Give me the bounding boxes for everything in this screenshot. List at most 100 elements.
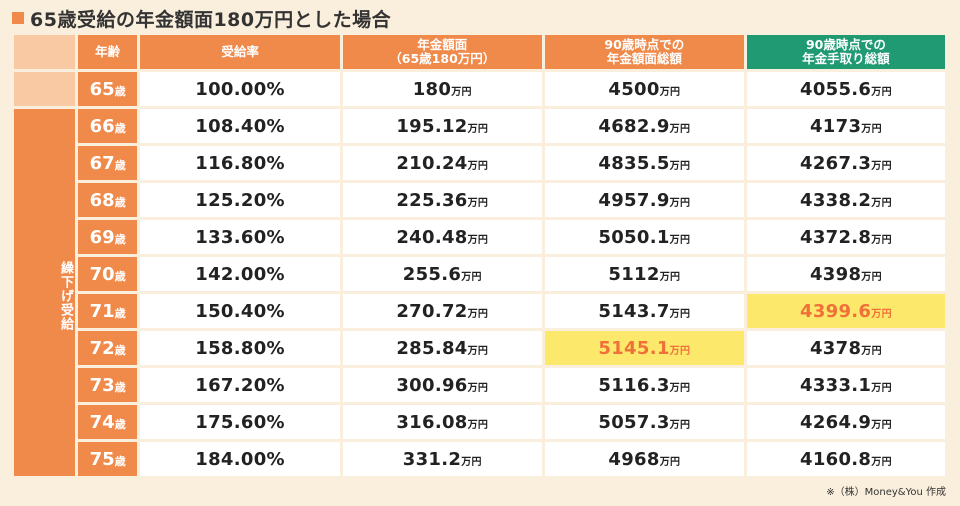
rate-cell: 142.00%: [140, 257, 340, 291]
money-unit: 万円: [669, 308, 691, 320]
table-row: 75歳 184.00% 331.2万円 4968万円 4160.8万円: [14, 442, 945, 476]
amount-cell: 225.36万円: [342, 183, 542, 217]
money-unit: 万円: [669, 160, 691, 172]
age-unit: 歳: [114, 121, 126, 135]
age-cell: 66歳: [77, 109, 138, 143]
money-unit: 万円: [669, 419, 691, 431]
total-face-cell: 4968万円: [544, 442, 744, 476]
header-amount-line1: 年金額面: [417, 36, 468, 52]
money-unit: 万円: [461, 456, 482, 468]
money-value: 4264.9: [800, 411, 872, 433]
header-total-net: 90歳時点での 年金手取り総額: [746, 35, 945, 69]
table-row: 72歳 158.80% 285.84万円 5145.1万円 4378万円: [14, 331, 945, 365]
money-value: 4173: [809, 115, 862, 137]
amount-cell: 255.6万円: [342, 257, 542, 291]
amount-cell: 331.2万円: [342, 442, 542, 476]
total-net-cell-highlight: 4399.6万円: [746, 294, 945, 328]
age-value: 75: [89, 448, 115, 470]
money-value: 5143.7: [598, 300, 670, 322]
money-unit: 万円: [467, 382, 489, 394]
age-cell: 70歳: [77, 257, 138, 291]
total-net-cell: 4338.2万円: [746, 183, 945, 217]
money-value: 4398: [809, 263, 862, 285]
rate-cell: 167.20%: [140, 368, 340, 402]
age-cell: 67歳: [77, 146, 138, 180]
money-value: 240.48: [396, 226, 468, 248]
money-value: 5116.3: [598, 374, 670, 396]
header-total-net-line1: 90歳時点での: [805, 36, 886, 52]
total-face-cell: 5143.7万円: [544, 294, 744, 328]
money-value: 4957.9: [598, 189, 670, 211]
age-unit: 歳: [114, 306, 126, 320]
money-value: 5112: [608, 263, 660, 285]
money-value: 5057.3: [598, 411, 670, 433]
total-face-cell: 5057.3万円: [544, 405, 744, 439]
rate-cell: 158.80%: [140, 331, 340, 365]
age-unit: 歳: [114, 380, 126, 394]
money-unit: 万円: [871, 86, 892, 98]
money-unit: 万円: [669, 234, 691, 246]
money-value: 4267.3: [800, 152, 872, 174]
source-note: ※（株）Money&You 作成: [826, 487, 946, 498]
money-unit: 万円: [669, 197, 691, 209]
table-body: 65歳 100.00% 180万円 4500万円 4055.6万円 繰下げ受給 66歳 108…: [14, 72, 945, 476]
rate-cell: 108.40%: [140, 109, 340, 143]
money-value: 4968: [608, 448, 660, 470]
table-row: 73歳 167.20% 300.96万円 5116.3万円 4333.1万円: [14, 368, 945, 402]
header-amount: 年金額面 （65歳180万円）: [342, 35, 542, 69]
rate-cell: 116.80%: [140, 146, 340, 180]
money-unit: 万円: [467, 123, 489, 135]
total-net-cell: 4173万円: [746, 109, 945, 143]
money-unit: 万円: [467, 234, 489, 246]
money-unit: 万円: [669, 123, 691, 135]
money-unit: 万円: [461, 271, 482, 283]
deferred-group-label: 繰下げ受給: [14, 109, 75, 476]
table-header-row: 年齢 受給率 年金額面 （65歳180万円） 90歳時点での 年金額面総額 90…: [14, 35, 945, 69]
money-unit: 万円: [659, 86, 681, 98]
money-value: 4500: [608, 78, 660, 100]
money-unit: 万円: [871, 382, 892, 394]
money-unit: 万円: [871, 234, 892, 246]
money-unit: 万円: [861, 123, 882, 135]
age-cell: 65歳: [77, 72, 138, 106]
total-face-cell: 4500万円: [544, 72, 744, 106]
age-unit: 歳: [114, 454, 126, 468]
money-value: 4378: [809, 337, 862, 359]
money-unit: 万円: [871, 419, 892, 431]
header-rate: 受給率: [140, 35, 340, 69]
money-value: 316.08: [396, 411, 468, 433]
rate-cell: 100.00%: [140, 72, 340, 106]
age-cell: 72歳: [77, 331, 138, 365]
age-unit: 歳: [114, 343, 126, 357]
header-total-face: 90歳時点での 年金額面総額: [544, 35, 744, 69]
header-corner: [14, 35, 75, 69]
money-unit: 万円: [467, 160, 489, 172]
money-unit: 万円: [669, 345, 691, 357]
age-cell: 69歳: [77, 220, 138, 254]
money-unit: 万円: [467, 345, 489, 357]
money-unit: 万円: [871, 160, 892, 172]
money-unit: 万円: [467, 308, 489, 320]
rate-cell: 133.60%: [140, 220, 340, 254]
money-value: 5145.1: [598, 337, 670, 359]
total-net-cell: 4055.6万円: [746, 72, 945, 106]
money-value: 5050.1: [598, 226, 670, 248]
money-value: 4055.6: [800, 78, 872, 100]
age-value: 74: [89, 411, 115, 433]
total-face-cell: 4835.5万円: [544, 146, 744, 180]
money-unit: 万円: [871, 197, 892, 209]
amount-cell: 285.84万円: [342, 331, 542, 365]
header-age: 年齢: [77, 35, 138, 69]
amount-cell: 316.08万円: [342, 405, 542, 439]
money-unit: 万円: [659, 456, 681, 468]
row-65-corner: [14, 72, 75, 106]
money-value: 300.96: [396, 374, 468, 396]
square-marker-icon: [12, 12, 24, 24]
rate-cell: 125.20%: [140, 183, 340, 217]
total-face-cell-highlight: 5145.1万円: [544, 331, 744, 365]
amount-cell: 180万円: [342, 72, 542, 106]
age-cell: 73歳: [77, 368, 138, 402]
money-value: 4160.8: [800, 448, 872, 470]
amount-cell: 195.12万円: [342, 109, 542, 143]
